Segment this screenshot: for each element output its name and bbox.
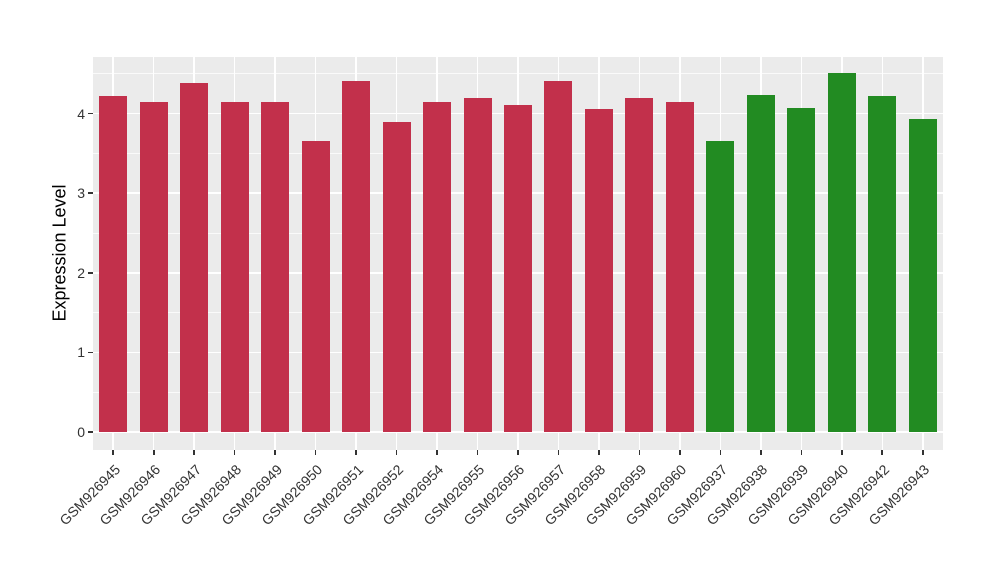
y-tick-label-3: 3 xyxy=(77,185,85,202)
x-tick-mark xyxy=(314,450,317,455)
x-tick-mark xyxy=(517,450,519,455)
x-tick-mark xyxy=(841,450,843,455)
x-tick-mark xyxy=(436,450,438,455)
bar-GSM926938 xyxy=(746,95,775,432)
bar-GSM926949 xyxy=(261,101,290,432)
y-tick-label-4: 4 xyxy=(77,105,85,122)
x-tick-mark xyxy=(557,450,560,455)
bar-GSM926958 xyxy=(584,108,613,432)
x-tick-mark xyxy=(921,450,924,455)
y-tick-mark-4 xyxy=(88,112,93,115)
x-tick-mark xyxy=(112,450,115,455)
y-tick-label-2: 2 xyxy=(77,264,85,281)
bar-GSM926937 xyxy=(706,141,735,432)
x-tick-mark xyxy=(679,450,681,455)
x-tick-mark xyxy=(800,450,803,455)
bar-GSM926943 xyxy=(908,119,937,432)
x-tick-mark xyxy=(638,450,641,455)
plot-panel xyxy=(93,57,943,450)
bar-GSM926948 xyxy=(220,101,249,432)
bar-GSM926954 xyxy=(423,102,452,432)
bar-GSM926939 xyxy=(787,108,816,432)
y-tick-label-1: 1 xyxy=(77,344,85,361)
x-tick-mark xyxy=(598,450,600,455)
bar-GSM926947 xyxy=(180,83,209,432)
x-tick-mark xyxy=(760,450,762,455)
bar-GSM926956 xyxy=(504,104,532,432)
bar-GSM926940 xyxy=(827,73,856,432)
bar-GSM926951 xyxy=(342,80,371,432)
x-tick-mark xyxy=(476,450,479,455)
y-axis-title: Expression Level xyxy=(49,184,70,322)
y-tick-label-0: 0 xyxy=(77,424,85,440)
bar-GSM926959 xyxy=(625,97,654,432)
x-tick-mark xyxy=(719,450,722,455)
bar-GSM926950 xyxy=(301,141,330,432)
y-tick-mark-3 xyxy=(88,192,93,194)
x-tick-mark xyxy=(881,450,884,455)
y-tick-mark-2 xyxy=(88,272,93,274)
x-tick-mark xyxy=(233,450,236,455)
x-tick-mark xyxy=(152,450,155,455)
bar-GSM926942 xyxy=(868,96,897,432)
x-tick-mark xyxy=(193,450,195,455)
y-tick-mark-0 xyxy=(88,431,93,433)
bar-GSM926957 xyxy=(544,80,573,432)
x-tick-mark xyxy=(395,450,398,455)
bar-GSM926952 xyxy=(382,121,411,432)
bar-GSM926960 xyxy=(665,101,694,432)
bar-GSM926946 xyxy=(139,101,168,432)
y-tick-mark-1 xyxy=(88,351,93,354)
bar-GSM926955 xyxy=(463,97,492,432)
bar-GSM926945 xyxy=(99,96,128,432)
x-tick-mark xyxy=(355,450,357,455)
x-tick-mark xyxy=(274,450,276,455)
